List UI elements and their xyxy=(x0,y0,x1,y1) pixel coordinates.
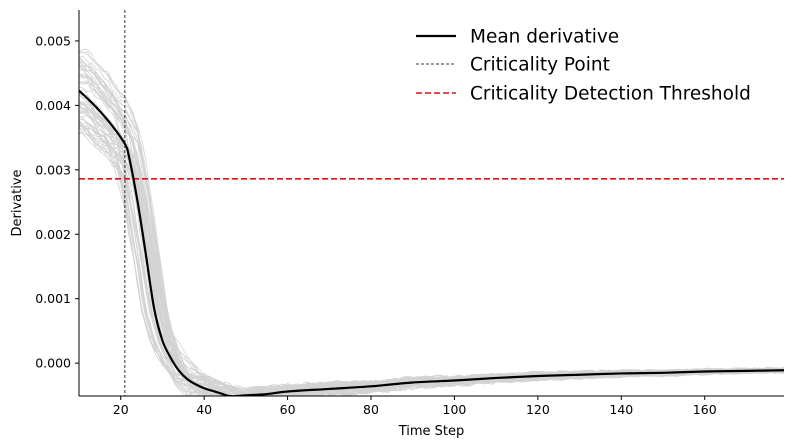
y-axis-label: Derivative xyxy=(10,169,25,236)
ticks: 20 40 60 80 100 120 140 160 0.000 0.001 0.002 0.003… xyxy=(35,33,717,417)
x-tick-label: 80 xyxy=(363,402,379,417)
trace-line xyxy=(79,62,784,396)
legend-label-criticality-point: Criticality Point xyxy=(470,55,610,76)
x-tick-label: 120 xyxy=(526,402,550,417)
x-axis-label: Time Step xyxy=(398,424,465,439)
trace-line xyxy=(79,61,784,396)
trace-line xyxy=(79,86,784,396)
trace-line xyxy=(79,75,784,396)
y-tick-label: 0.000 xyxy=(35,356,71,371)
trace-line xyxy=(79,106,784,396)
x-tick-label: 60 xyxy=(280,402,296,417)
trace-line xyxy=(79,104,784,396)
trace-line xyxy=(79,60,784,396)
mean-derivative-line xyxy=(79,89,784,396)
legend: Mean derivative Criticality Point Critic… xyxy=(416,27,751,105)
x-tick-label: 160 xyxy=(693,402,717,417)
trace-line xyxy=(79,56,784,396)
trace-line xyxy=(79,127,784,396)
x-tick-label: 40 xyxy=(196,402,212,417)
legend-label-mean-derivative: Mean derivative xyxy=(470,27,619,48)
y-tick-label: 0.002 xyxy=(35,227,71,242)
trace-line xyxy=(79,110,784,396)
y-tick-label: 0.001 xyxy=(35,291,71,306)
trace-line xyxy=(79,122,784,396)
trace-line xyxy=(79,93,784,396)
trace-line xyxy=(79,106,784,396)
trace-line xyxy=(79,119,784,396)
trace-line xyxy=(79,88,784,396)
x-tick-label: 100 xyxy=(443,402,467,417)
trace-line xyxy=(79,94,784,396)
trace-line xyxy=(79,81,784,396)
y-tick-label: 0.003 xyxy=(35,162,71,177)
mean-series xyxy=(79,89,784,396)
trace-line xyxy=(79,80,784,396)
legend-label-detection-threshold: Criticality Detection Threshold xyxy=(470,84,751,105)
trace-line xyxy=(79,122,784,396)
trace-line xyxy=(79,56,784,396)
trace-line xyxy=(79,92,784,396)
trace-line xyxy=(79,72,784,396)
trace-line xyxy=(79,56,784,396)
trace-line xyxy=(79,106,784,396)
trace-line xyxy=(79,59,784,396)
trace-line xyxy=(79,64,784,396)
trace-line xyxy=(79,125,784,396)
trace-line xyxy=(79,105,784,396)
y-tick-label: 0.004 xyxy=(35,98,71,113)
trace-line xyxy=(79,121,784,396)
trace-line xyxy=(79,115,784,396)
x-tick-label: 20 xyxy=(113,402,129,417)
reference-lines xyxy=(79,10,784,396)
axes xyxy=(78,10,784,397)
trace-line xyxy=(79,73,784,396)
trace-line xyxy=(79,111,784,396)
y-tick-label: 0.005 xyxy=(35,33,71,48)
trace-line xyxy=(79,68,784,396)
x-tick-label: 140 xyxy=(609,402,633,417)
trace-line xyxy=(79,121,784,396)
